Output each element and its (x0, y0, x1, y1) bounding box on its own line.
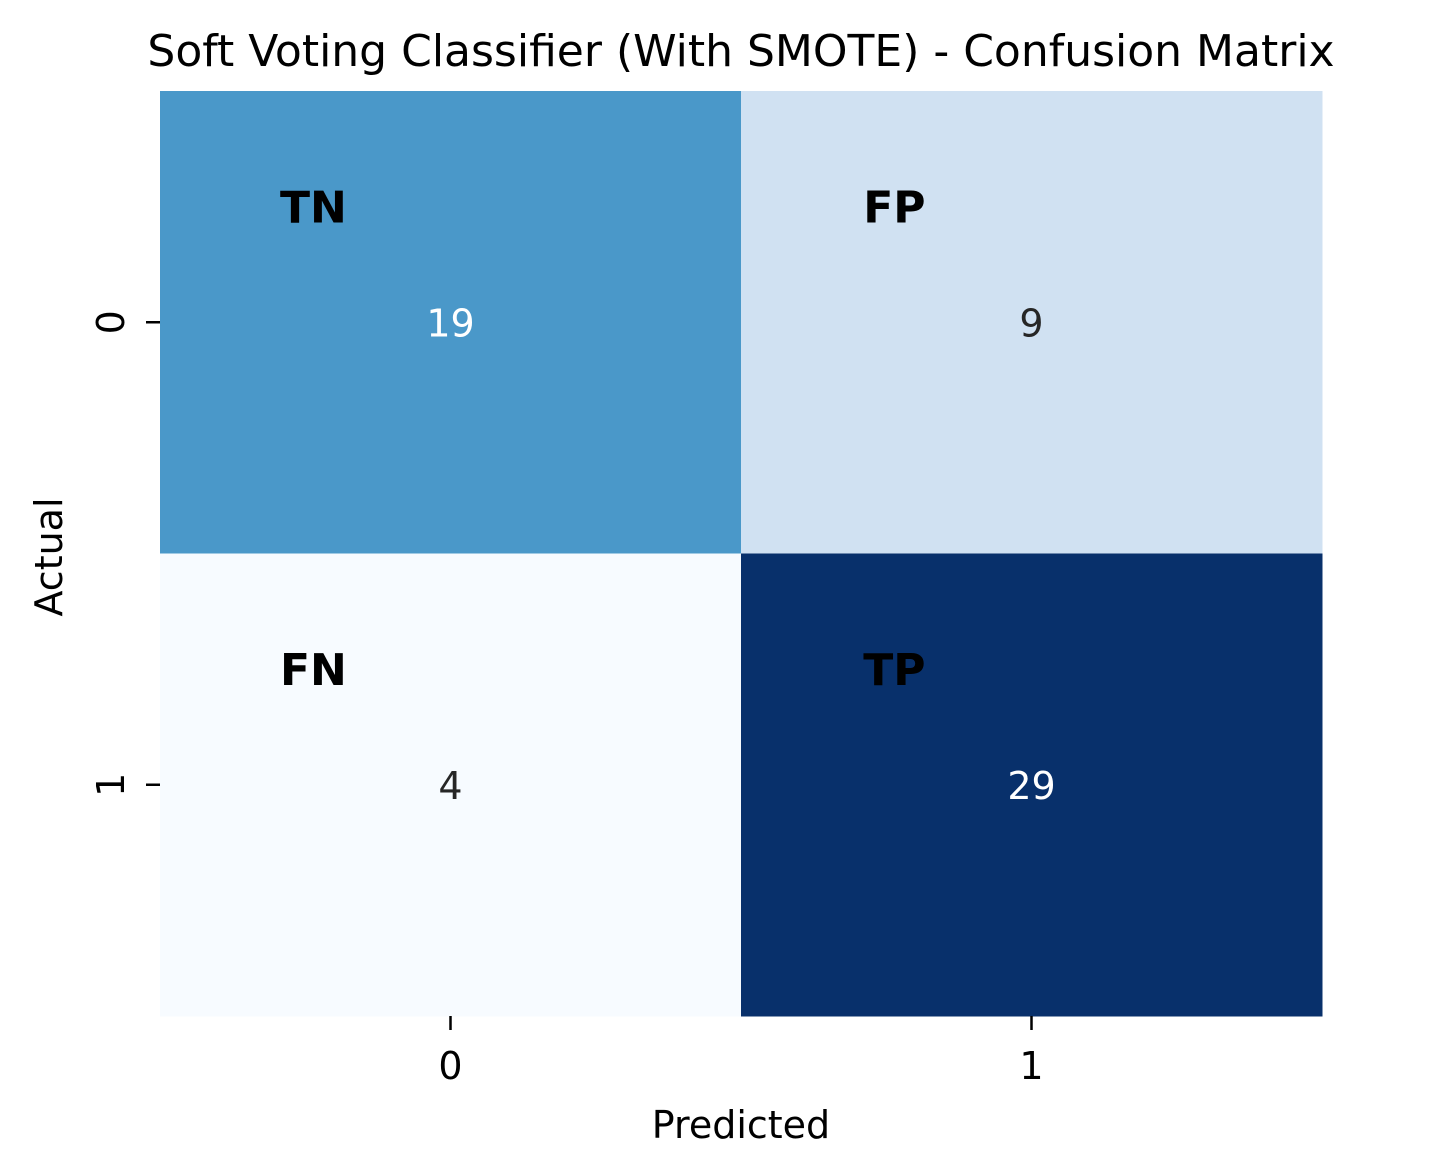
heatmap-cell-fp (741, 91, 1323, 554)
cell-tag-fp: FP (863, 183, 925, 234)
cell-tag-tp: TP (863, 645, 925, 696)
cell-value-tn: 19 (426, 301, 474, 345)
heatmap-cells: TN 19 FP 9 FN 4 TP 29 (160, 91, 1323, 1017)
cell-value-fn: 4 (438, 764, 462, 808)
cell-value-tp: 29 (1007, 764, 1055, 808)
axis-ticks: 0 1 0 1 (89, 310, 1044, 1088)
y-tick-label-0: 0 (89, 310, 133, 334)
cell-tag-tn: TN (280, 183, 347, 234)
y-axis-label: Actual (27, 497, 71, 616)
heatmap-cell-fn (160, 553, 742, 1017)
heatmap-cell-tn (160, 91, 742, 554)
x-axis-label: Predicted (652, 1103, 830, 1147)
x-tick-label-0: 0 (438, 1044, 462, 1088)
cell-tag-fn: FN (280, 645, 347, 696)
x-tick-label-1: 1 (1019, 1044, 1043, 1088)
heatmap-cell-tp (741, 553, 1323, 1017)
cell-value-fp: 9 (1019, 301, 1043, 345)
y-tick-label-1: 1 (89, 773, 133, 797)
chart-title: Soft Voting Classifier (With SMOTE) - Co… (147, 26, 1334, 77)
